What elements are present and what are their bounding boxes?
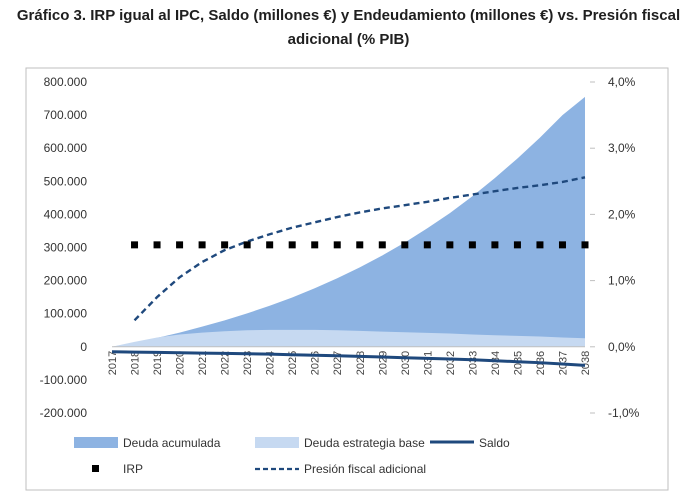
y-left-tick-label: -200.000 [40,406,88,420]
irp-marker [378,241,386,249]
irp-marker [311,241,319,249]
x-tick-label: 2017 [107,351,119,375]
line-presion-fiscal [133,176,586,322]
irp-marker [558,241,566,249]
irp-marker [491,241,499,249]
irp-marker [536,241,544,249]
y-left-tick-label: 700.000 [44,108,88,122]
legend-item-deuda-estrategia-base: Deuda estrategia base [255,436,425,450]
x-tick-label: 2021 [197,351,209,375]
y-left-tick-label: 400.000 [44,207,88,221]
x-tick-label: 2019 [152,351,164,375]
x-tick-label: 2024 [265,351,277,375]
y-left-tick-label: 800.000 [44,75,88,89]
y-right-tick-label: -1,0% [608,406,640,420]
chart-title: Gráfico 3. IRP igual al IPC, Saldo (mill… [0,4,697,52]
x-tick-label: 2028 [355,351,367,375]
irp-marker [468,241,476,249]
area-deuda-estrategia-base [112,329,585,347]
irp-marker [198,241,206,249]
irp-marker [288,241,296,249]
irp-marker [153,241,161,249]
x-tick-label: 2032 [445,351,457,375]
legend-label-irp: IRP [123,462,143,476]
legend-label-presion-fiscal: Presión fiscal adicional [304,462,426,476]
y-left-tick-label: 200.000 [44,274,88,288]
x-tick-label: 2018 [130,351,142,375]
irp-marker [423,241,431,249]
legend-item-irp: IRP [92,462,143,476]
x-tick-label: 2038 [580,351,592,375]
irp-marker [131,241,139,249]
y-left-tick-label: 300.000 [44,241,88,255]
irp-marker [513,241,521,249]
y-right-tick-label: 2,0% [608,207,636,221]
line-saldo [111,350,586,367]
irp-marker [243,241,251,249]
irp-marker [581,241,589,249]
legend-item-saldo: Saldo [430,436,510,450]
x-tick-label: 2026 [310,351,322,375]
y-right-tick-label: 4,0% [608,75,636,89]
x-tick-label: 2029 [377,351,389,375]
y-left-tick-label: 500.000 [44,174,88,188]
area-deuda-acumulada [112,96,585,347]
chart-title-line-1: Gráfico 3. IRP igual al IPC, Saldo (mill… [16,7,681,24]
irp-marker [176,241,184,249]
legend-label-deuda-estrategia-base: Deuda estrategia base [304,436,425,450]
x-tick-label: 2034 [490,351,502,375]
y-right-tick-label: 3,0% [608,141,636,155]
irp-marker [221,241,229,249]
irp-marker [356,241,364,249]
chart-title-line-2: adicional (% PIB) [287,31,410,48]
x-tick-label: 2031 [422,351,434,375]
x-tick-label: 2020 [175,351,187,375]
legend-label-saldo: Saldo [479,436,510,450]
x-tick-label: 2033 [467,351,479,375]
x-tick-label: 2023 [242,351,254,375]
legend-item-deuda-acumulada: Deuda acumulada [74,436,221,450]
irp-marker [333,241,341,249]
y-left-tick-label: 600.000 [44,141,88,155]
irp-markers [131,241,589,249]
y-right-tick-label: 1,0% [608,274,636,288]
y-left-tick-label: 0 [80,340,87,354]
legend: Deuda acumulada Deuda estrategia base Sa… [74,436,510,476]
area-series [112,96,585,347]
y-right-tick-label: 0,0% [608,340,636,354]
legend-label-deuda-acumulada: Deuda acumulada [123,436,221,450]
y-left-tick-label: 100.000 [44,307,88,321]
irp-marker [446,241,454,249]
right-axis: 4,0% 3,0% 2,0% 1,0% 0,0% -1,0% [590,75,640,420]
irp-marker [266,241,274,249]
irp-marker [401,241,409,249]
left-axis: 800.000 700.000 600.000 500.000 400.000 300.0… [40,75,88,420]
line-series [111,176,586,367]
x-tick-label: 2025 [287,351,299,375]
x-tick-label: 2030 [400,351,412,375]
legend-item-presion-fiscal: Presión fiscal adicional [255,462,426,476]
y-left-tick-label: -100.000 [40,373,88,387]
x-tick-label: 2022 [220,351,232,375]
chart-frame [25,67,669,491]
